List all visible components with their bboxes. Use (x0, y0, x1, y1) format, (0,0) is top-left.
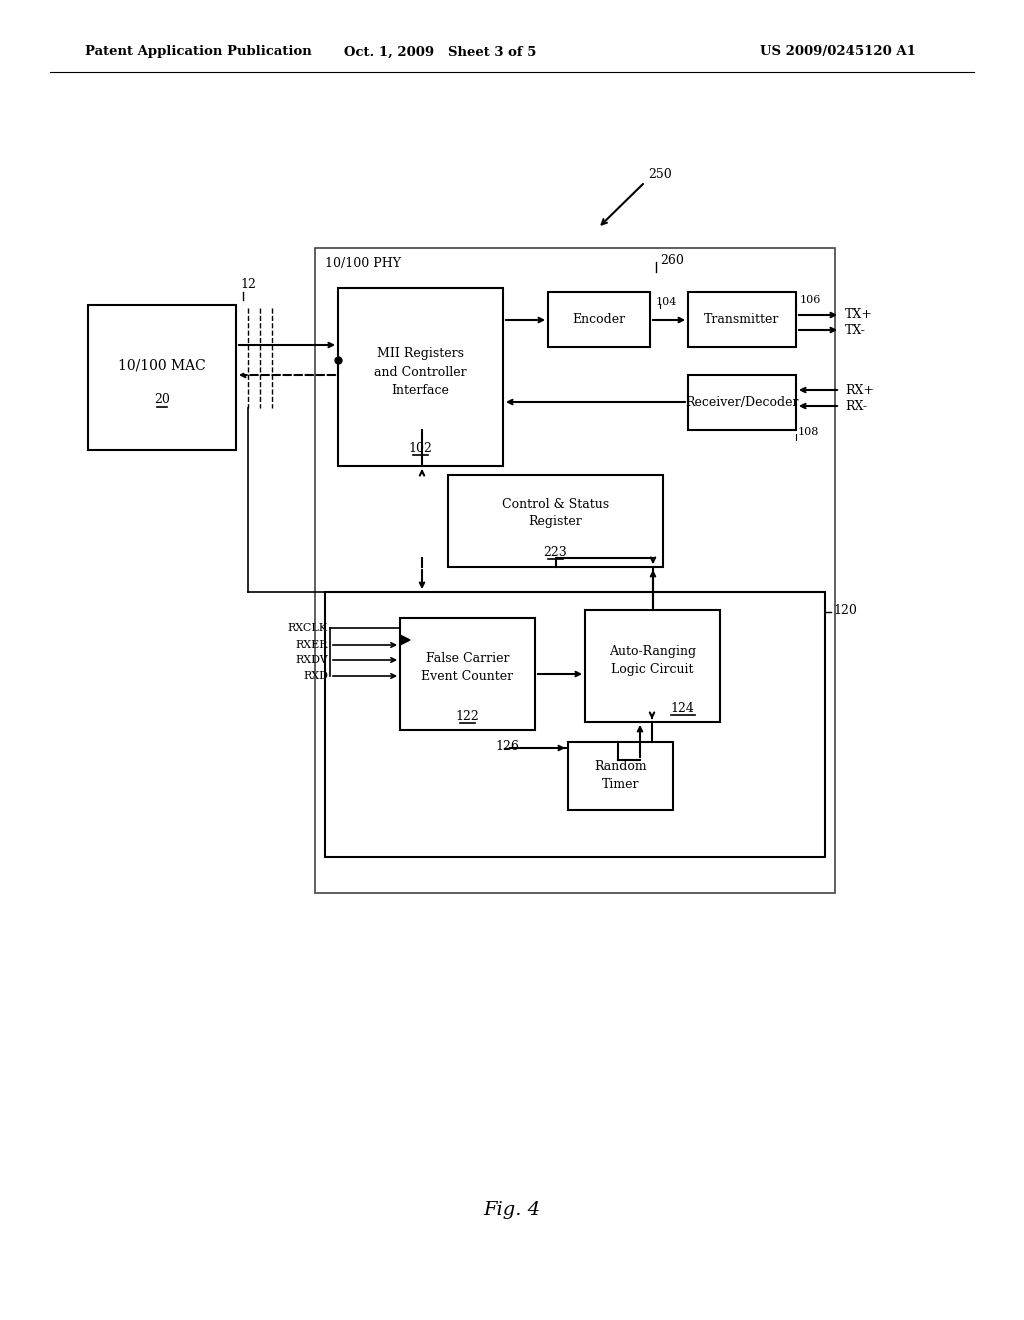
Bar (585, 610, 720, 722)
Text: RX+: RX+ (845, 384, 874, 396)
Text: 223: 223 (544, 545, 567, 558)
Bar (400, 618, 535, 730)
Text: RXER: RXER (296, 640, 328, 649)
Bar (88, 305, 236, 450)
Text: False Carrier
Event Counter: False Carrier Event Counter (422, 652, 514, 684)
Bar (548, 292, 650, 347)
Text: TX+: TX+ (845, 309, 872, 322)
Text: RXDV: RXDV (295, 655, 328, 665)
Bar (315, 248, 835, 894)
Text: Encoder: Encoder (572, 313, 626, 326)
Text: 102: 102 (409, 441, 432, 454)
Text: 104: 104 (655, 297, 677, 308)
Text: 20: 20 (154, 393, 170, 407)
Text: Receiver/Decoder: Receiver/Decoder (685, 396, 799, 409)
Text: TX-: TX- (845, 323, 866, 337)
Text: 120: 120 (833, 603, 857, 616)
Text: Control & Status
Register: Control & Status Register (502, 498, 609, 528)
Text: MII Registers
and Controller
Interface: MII Registers and Controller Interface (374, 346, 467, 397)
Text: RXCLK: RXCLK (288, 623, 328, 634)
Bar (325, 591, 825, 857)
Bar (449, 475, 663, 568)
Text: Random
Timer: Random Timer (594, 760, 647, 792)
Text: US 2009/0245120 A1: US 2009/0245120 A1 (760, 45, 915, 58)
Bar (688, 375, 796, 430)
Text: 10/100 MAC: 10/100 MAC (118, 359, 206, 372)
Bar (568, 742, 673, 810)
Text: Patent Application Publication: Patent Application Publication (85, 45, 311, 58)
Text: 250: 250 (648, 169, 672, 181)
Text: 106: 106 (800, 294, 821, 305)
Bar (338, 288, 503, 466)
Text: RXD: RXD (303, 671, 328, 681)
Text: 12: 12 (240, 279, 256, 292)
Text: 260: 260 (660, 253, 684, 267)
Text: 122: 122 (456, 710, 479, 722)
Text: 124: 124 (671, 701, 694, 714)
Text: RX-: RX- (845, 400, 867, 412)
Text: 10/100 PHY: 10/100 PHY (325, 257, 401, 271)
Polygon shape (400, 635, 410, 645)
Text: Auto-Ranging
Logic Circuit: Auto-Ranging Logic Circuit (609, 644, 696, 676)
Text: Fig. 4: Fig. 4 (483, 1201, 541, 1218)
Text: 108: 108 (798, 426, 819, 437)
Bar (688, 292, 796, 347)
Text: Transmitter: Transmitter (705, 313, 779, 326)
Text: Oct. 1, 2009   Sheet 3 of 5: Oct. 1, 2009 Sheet 3 of 5 (344, 45, 537, 58)
Text: 126: 126 (495, 739, 519, 752)
